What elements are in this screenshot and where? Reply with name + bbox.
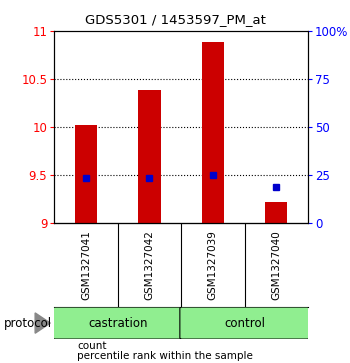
Text: GSM1327042: GSM1327042 bbox=[145, 230, 154, 300]
Text: control: control bbox=[224, 317, 265, 330]
Text: castration: castration bbox=[88, 317, 147, 330]
Polygon shape bbox=[35, 313, 50, 333]
Text: GSM1327039: GSM1327039 bbox=[208, 230, 218, 300]
Bar bbox=[202, 42, 224, 223]
Text: GSM1327041: GSM1327041 bbox=[81, 230, 91, 300]
FancyBboxPatch shape bbox=[53, 307, 182, 339]
Bar bbox=[138, 90, 161, 223]
FancyBboxPatch shape bbox=[180, 307, 309, 339]
Text: percentile rank within the sample: percentile rank within the sample bbox=[77, 351, 253, 362]
Text: GDS5301 / 1453597_PM_at: GDS5301 / 1453597_PM_at bbox=[85, 13, 265, 26]
Text: protocol: protocol bbox=[4, 317, 52, 330]
Text: GSM1327040: GSM1327040 bbox=[271, 230, 281, 300]
Bar bbox=[265, 202, 287, 223]
Text: count: count bbox=[77, 340, 106, 351]
Bar bbox=[75, 125, 97, 223]
